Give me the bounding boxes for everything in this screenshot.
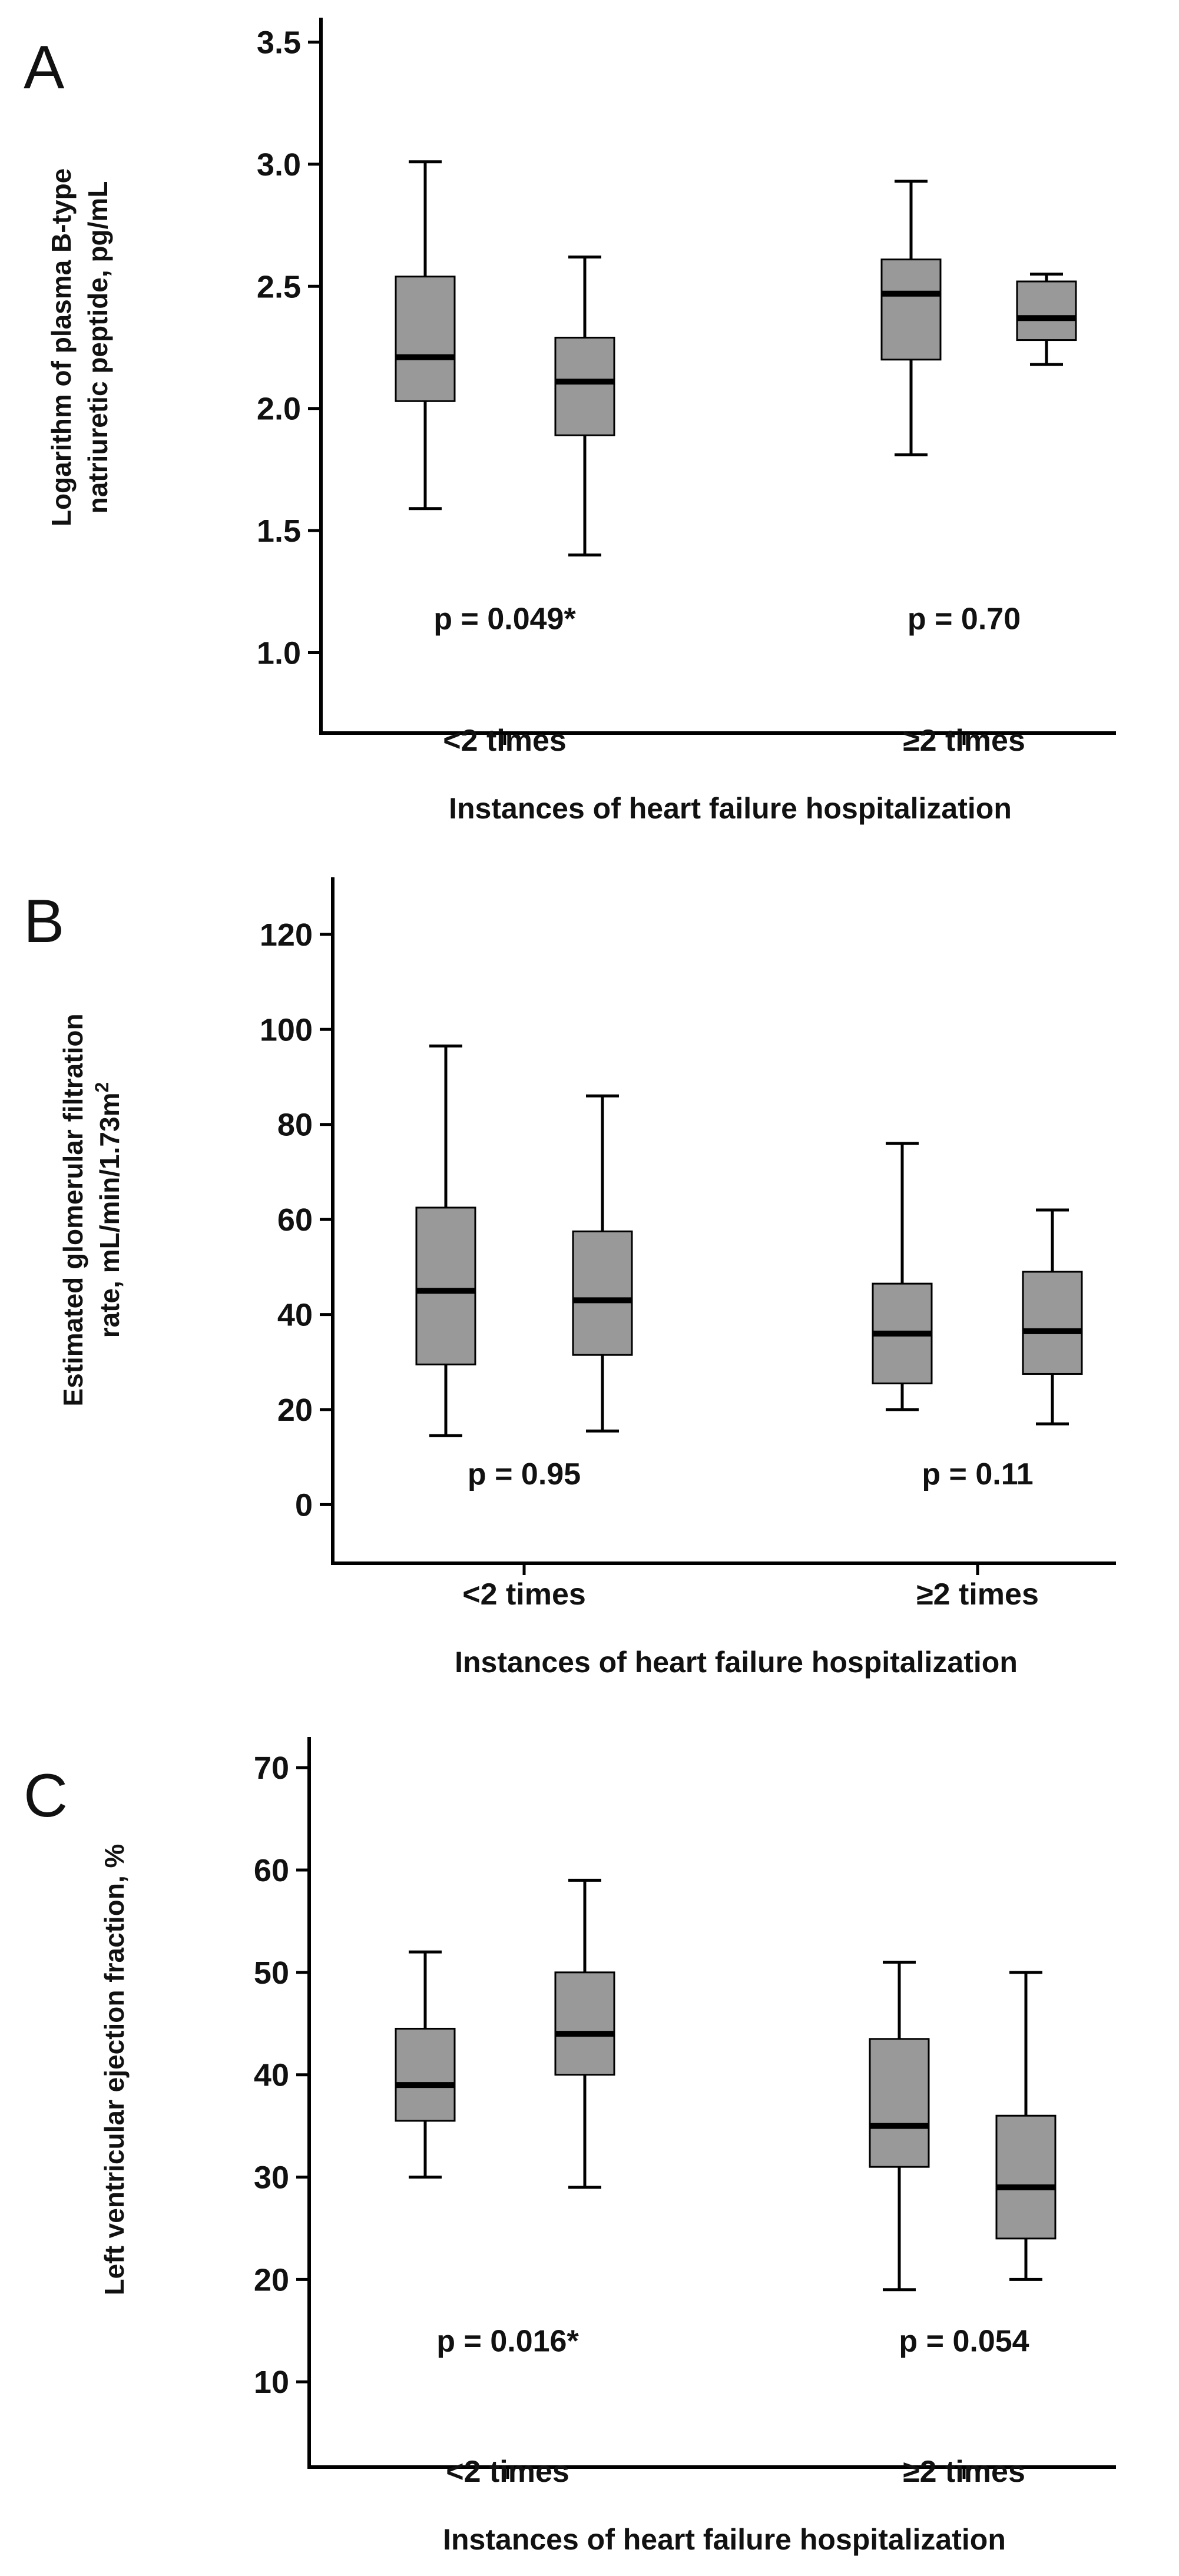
iqr-box bbox=[572, 1230, 633, 1356]
y-tick-label: 70 bbox=[254, 1751, 289, 1786]
y-tick-label: 2.5 bbox=[257, 269, 301, 304]
p-value-label: p = 0.016* bbox=[436, 2325, 579, 2359]
panel-b: B 0 20 40 60 80 100 120 <2 times ≥2 times Instance… bbox=[24, 877, 1116, 1679]
iqr-box bbox=[869, 2038, 930, 2168]
y-tick-label: 1.5 bbox=[257, 513, 301, 549]
y-tick-label: 10 bbox=[254, 2365, 289, 2400]
box-plot bbox=[995, 1971, 1057, 2281]
x-category-label: ≥2 times bbox=[903, 2455, 1025, 2489]
y-axis-title: Left ventricular ejection fraction, % bbox=[99, 1844, 130, 2296]
y-axis-title-text: rate, mL/min/1.73m bbox=[94, 1093, 125, 1338]
box-plot bbox=[872, 1142, 933, 1411]
x-axis-title: Instances of heart failure hospitalizati… bbox=[449, 792, 1012, 825]
y-tick-label: 2.0 bbox=[257, 392, 301, 427]
p-value-label: p = 0.049* bbox=[433, 602, 576, 636]
box-plot bbox=[869, 1960, 930, 2292]
y-tick-label: 40 bbox=[277, 1298, 313, 1333]
iqr-box bbox=[415, 1206, 476, 1365]
box-plot bbox=[1016, 273, 1077, 366]
box-plot bbox=[395, 1950, 456, 2179]
y-axis-title-line: rate, mL/min/1.73m2 bbox=[91, 1082, 125, 1338]
y-axis-title: Logarithm of plasma B-type natriuretic pe… bbox=[46, 168, 113, 526]
panel-a: A 1.0 1.5 2.0 2.5 3.0 3.5 <2 times ≥2 times Insta… bbox=[24, 18, 1116, 825]
box-plot bbox=[1022, 1208, 1083, 1425]
y-tick-label: 30 bbox=[254, 2160, 289, 2196]
iqr-box bbox=[880, 258, 942, 361]
x-category-label: ≥2 times bbox=[916, 1577, 1039, 1612]
x-category-label: <2 times bbox=[462, 1577, 586, 1612]
x-category-label: <2 times bbox=[443, 724, 567, 758]
box-plot bbox=[880, 180, 942, 457]
box-plot bbox=[415, 1045, 476, 1437]
x-category-label: ≥2 times bbox=[903, 724, 1025, 758]
panel-letter: C bbox=[24, 1762, 68, 1830]
box-plot bbox=[572, 1094, 633, 1433]
iqr-box bbox=[995, 2114, 1057, 2240]
panel-c: C 10 20 30 40 50 60 70 <2 times ≥2 times Instances… bbox=[24, 1737, 1116, 2556]
y-tick-label: 100 bbox=[260, 1012, 313, 1047]
p-value-label: p = 0.054 bbox=[899, 2325, 1029, 2359]
y-tick-label: 60 bbox=[277, 1202, 313, 1238]
iqr-box bbox=[554, 1971, 615, 2076]
y-tick-label: 80 bbox=[277, 1108, 313, 1143]
y-tick-label: 0 bbox=[295, 1487, 313, 1523]
y-tick-label: 120 bbox=[260, 917, 313, 953]
y-axis-title-line: Left ventricular ejection fraction, % bbox=[99, 1844, 130, 2296]
y-tick-label: 3.0 bbox=[257, 147, 301, 183]
y-axis-title-superscript: 2 bbox=[91, 1082, 112, 1093]
p-value-label: p = 0.95 bbox=[468, 1457, 581, 1491]
x-axis-title: Instances of heart failure hospitalizati… bbox=[455, 1646, 1018, 1679]
p-value-label: p = 0.70 bbox=[908, 602, 1021, 636]
y-tick-label: 20 bbox=[254, 2262, 289, 2297]
iqr-box bbox=[395, 2027, 456, 2122]
box-plot bbox=[554, 1878, 615, 2189]
box-plot bbox=[554, 256, 615, 557]
y-axis-title: Estimated glomerular filtration rate, mL/… bbox=[58, 1013, 125, 1406]
x-category-label: <2 times bbox=[446, 2455, 569, 2489]
panel-letter: B bbox=[24, 887, 64, 956]
y-tick-label: 40 bbox=[254, 2058, 289, 2093]
y-axis-title-line: Logarithm of plasma B-type bbox=[46, 168, 77, 526]
panel-letter: A bbox=[24, 34, 65, 102]
iqr-box bbox=[554, 336, 615, 436]
y-tick-label: 60 bbox=[254, 1853, 289, 1888]
y-axis-title-line: natriuretic peptide, pg/mL bbox=[82, 181, 113, 514]
y-tick-label: 50 bbox=[254, 1955, 289, 1991]
iqr-box bbox=[1022, 1271, 1083, 1375]
y-tick-label: 3.5 bbox=[257, 25, 301, 60]
iqr-box bbox=[1016, 280, 1077, 342]
y-axis-title-line: Estimated glomerular filtration bbox=[58, 1013, 88, 1406]
y-tick-label: 20 bbox=[277, 1393, 313, 1428]
x-axis-title: Instances of heart failure hospitalizati… bbox=[443, 2523, 1006, 2556]
y-tick-label: 1.0 bbox=[257, 636, 301, 671]
iqr-box bbox=[395, 276, 456, 402]
box-plot bbox=[395, 160, 456, 510]
p-value-label: p = 0.11 bbox=[922, 1457, 1033, 1491]
